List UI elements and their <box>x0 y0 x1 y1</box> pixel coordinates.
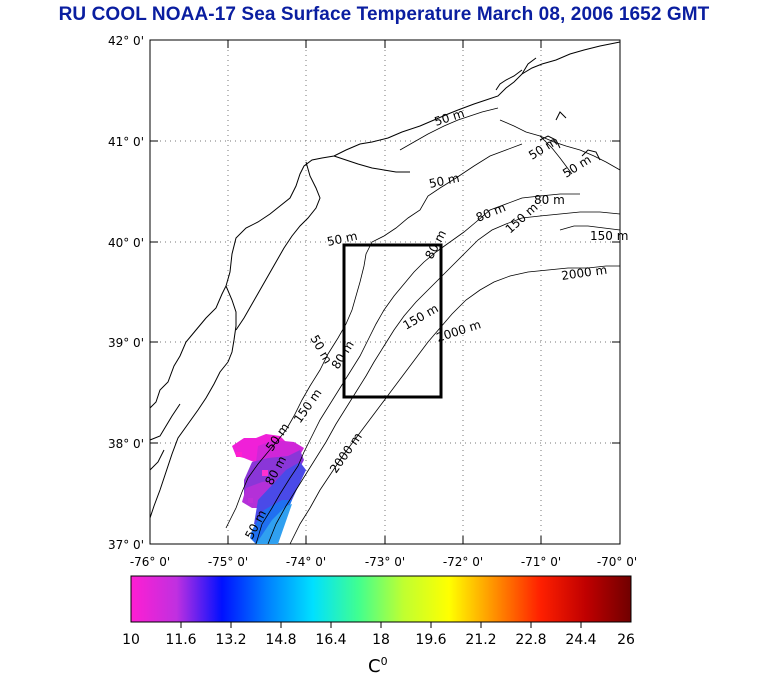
latitude-labels: 42° 0' 41° 0' 40° 0' 39° 0' 38° 0' 37° 0… <box>108 34 144 552</box>
colorbar-label: 24.4 <box>565 632 596 648</box>
lat-label: 39° 0' <box>108 336 144 350</box>
lat-label: 37° 0' <box>108 538 144 552</box>
lat-label: 38° 0' <box>108 437 144 451</box>
colorbar-ticks <box>180 622 582 628</box>
contour-label: 2000 m <box>560 263 608 283</box>
lon-label: -72° 0' <box>443 555 483 569</box>
axis-ticks <box>150 39 620 545</box>
lon-label: -71° 0' <box>521 555 561 569</box>
colorbar-label: 26 <box>617 632 635 648</box>
longitude-labels: -76° 0' -75° 0' -74° 0' -73° 0' -72° 0' … <box>130 555 637 569</box>
colorbar-label: 14.8 <box>265 632 296 648</box>
coastline <box>149 41 621 519</box>
isobaths <box>225 107 621 545</box>
lon-label: -74° 0' <box>286 555 326 569</box>
study-area-box <box>342 243 443 399</box>
colorbar-label: 16.4 <box>315 632 346 648</box>
graticule <box>150 40 620 544</box>
map-title: RU COOL NOAA-17 Sea Surface Temperature … <box>58 4 710 25</box>
colorbar-unit-letter: C <box>368 656 381 677</box>
colorbar-label: 19.6 <box>415 632 446 648</box>
colorbar-bar <box>130 575 632 623</box>
lon-label: -73° 0' <box>365 555 405 569</box>
contour-label: 150 m <box>590 229 628 243</box>
colorbar: 10 11.6 13.2 14.8 16.4 18 19.6 21.2 22.8… <box>122 575 635 677</box>
colorbar-label: 22.8 <box>515 632 546 648</box>
lon-label: -76° 0' <box>130 555 170 569</box>
contour-label: 50 m <box>326 229 359 249</box>
contour-label: 80 m <box>534 193 565 207</box>
colorbar-label: 21.2 <box>465 632 496 648</box>
colorbar-unit: C0 <box>368 655 388 677</box>
lon-label: -70° 0' <box>597 555 637 569</box>
lat-label: 42° 0' <box>108 34 144 48</box>
lon-label: -75° 0' <box>208 555 248 569</box>
colorbar-label: 18 <box>372 632 390 648</box>
lat-label: 41° 0' <box>108 135 144 149</box>
colorbar-label: 13.2 <box>215 632 246 648</box>
contour-label: 50 m <box>428 171 461 191</box>
lat-label: 40° 0' <box>108 236 144 250</box>
colorbar-label: 11.6 <box>165 632 196 648</box>
colorbar-unit-superscript: 0 <box>381 655 388 668</box>
colorbar-label: 10 <box>122 632 140 648</box>
